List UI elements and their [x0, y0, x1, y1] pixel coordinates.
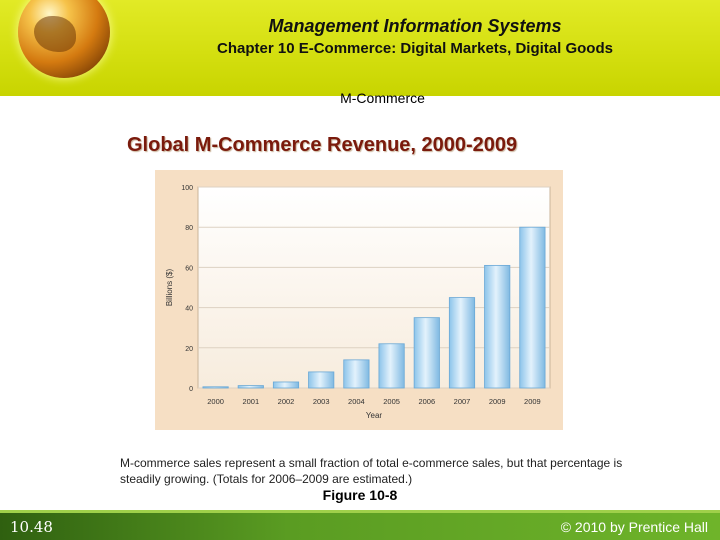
- y-axis-label: Billions ($): [165, 268, 174, 306]
- chart-panel: 0 20 40 60 80 100 2000 2001 2002 2003 2004 2005 2006…: [155, 170, 563, 430]
- x-tick-label: 2005: [383, 397, 400, 406]
- y-tick-label: 100: [181, 185, 193, 192]
- copyright-notice: © 2010 by Prentice Hall: [560, 519, 708, 535]
- bar: [448, 297, 476, 389]
- bar: [413, 317, 440, 389]
- x-tick-label: 2009: [524, 397, 541, 406]
- section-title: M-Commerce: [340, 90, 425, 106]
- y-tick-label: 40: [185, 306, 193, 313]
- bar: [202, 386, 229, 389]
- x-tick-label: 2002: [278, 397, 295, 406]
- x-tick-label: 2001: [242, 397, 259, 406]
- figure-caption: M-commerce sales represent a small fract…: [120, 456, 623, 486]
- x-tick-label: 2006: [418, 397, 435, 406]
- x-tick-label: 2000: [207, 397, 224, 406]
- bar-chart: 0 20 40 60 80 100 2000 2001 2002 2003 2004 2005 2006…: [165, 185, 551, 420]
- bar: [484, 264, 511, 389]
- bar: [343, 359, 370, 389]
- figure-label: Figure 10-8: [322, 487, 398, 503]
- x-tick-label: 2003: [313, 397, 330, 406]
- x-tick-label: 2007: [454, 397, 471, 406]
- slide-header: Management Information Systems Chapter 1…: [0, 0, 720, 96]
- bar: [272, 381, 300, 389]
- slide-footer: 10.48 © 2010 by Prentice Hall: [0, 510, 720, 540]
- bar: [378, 343, 405, 389]
- globe-continent: [34, 16, 76, 52]
- x-axis-label: Year: [366, 411, 383, 420]
- y-tick-label: 0: [189, 386, 193, 393]
- course-title: Management Information Systems: [268, 16, 562, 36]
- chapter-title: Chapter 10 E-Commerce: Digital Markets, …: [217, 40, 613, 57]
- x-tick-label: 2004: [348, 397, 365, 406]
- bar: [519, 226, 546, 389]
- globe-logo: [18, 0, 110, 78]
- slide-heading: Global M-Commerce Revenue, 2000-2009: [127, 134, 518, 156]
- y-tick-label: 20: [185, 346, 193, 353]
- x-tick-label: 2009: [489, 397, 506, 406]
- slide-number: 10.48: [10, 518, 53, 536]
- bar: [237, 385, 264, 389]
- bar: [308, 371, 335, 389]
- y-tick-label: 80: [185, 225, 193, 232]
- y-tick-label: 60: [185, 265, 193, 272]
